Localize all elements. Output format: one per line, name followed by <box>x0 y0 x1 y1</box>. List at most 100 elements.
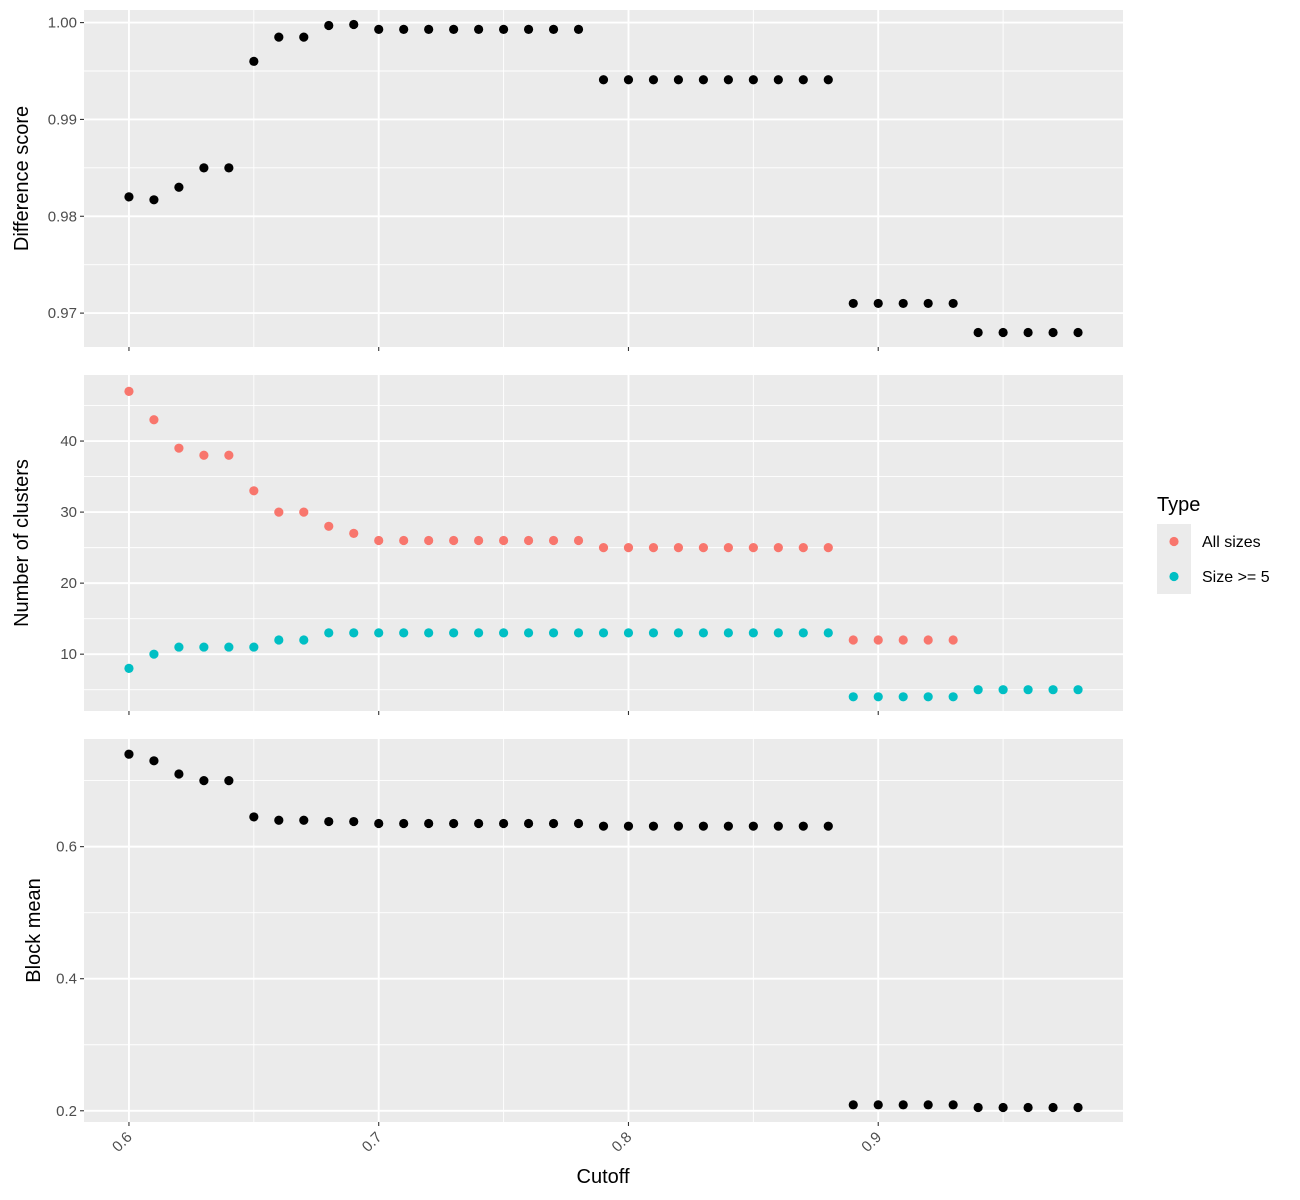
data-point <box>573 818 584 829</box>
y-tick-label: 0.97 <box>48 305 77 322</box>
y-tick-label: 20 <box>60 575 77 592</box>
legend-label: Size >= 5 <box>1202 569 1270 586</box>
data-point <box>424 535 434 546</box>
data-point <box>523 24 534 34</box>
data-point <box>299 635 309 645</box>
data-point <box>474 535 484 546</box>
data-point <box>199 163 209 173</box>
data-point <box>1073 1102 1083 1113</box>
data-point <box>449 818 459 829</box>
y-axis-title: Number of clusters <box>11 459 33 627</box>
data-point <box>299 32 309 42</box>
data-point <box>798 543 808 553</box>
y-tick-label: 0.6 <box>56 839 77 856</box>
data-point <box>548 535 559 546</box>
data-point <box>748 821 758 831</box>
data-point <box>673 543 684 553</box>
y-tick-label: 40 <box>60 433 77 450</box>
panel-background <box>84 10 1123 347</box>
data-point <box>449 24 459 34</box>
data-point <box>923 635 933 645</box>
series-2 <box>124 628 1083 702</box>
data-point <box>598 75 609 85</box>
data-point <box>948 635 958 645</box>
data-point <box>898 1100 908 1110</box>
data-point <box>274 815 284 825</box>
data-point <box>998 685 1008 695</box>
data-point <box>324 816 334 827</box>
y-axis-title: Block mean <box>23 878 45 983</box>
data-point <box>623 821 634 831</box>
data-point <box>424 818 434 829</box>
data-point <box>349 528 359 539</box>
y-tick-label: 1.00 <box>48 15 77 32</box>
legend-keys: All sizes Size >= 5 <box>1157 524 1270 594</box>
data-point <box>498 535 509 546</box>
panel-background <box>84 375 1123 711</box>
data-point <box>573 535 584 546</box>
data-point <box>249 812 259 822</box>
y-tick-label: 10 <box>60 646 77 663</box>
data-point <box>773 75 783 85</box>
data-point <box>748 628 758 638</box>
data-point <box>898 298 908 309</box>
y-tick-label: 0.2 <box>56 1103 77 1120</box>
series-1 <box>124 749 1083 1113</box>
data-point <box>224 450 234 460</box>
legend-entry: All sizes <box>1157 524 1261 559</box>
data-point <box>648 543 659 553</box>
data-point <box>598 628 609 638</box>
data-point <box>948 1100 958 1110</box>
y-tick-label: 0.99 <box>48 111 77 128</box>
data-point <box>523 818 534 829</box>
data-point <box>199 642 209 652</box>
data-point <box>823 821 833 831</box>
y-tick-label: 30 <box>60 504 77 521</box>
data-point <box>648 75 659 85</box>
data-point <box>698 628 709 638</box>
data-point <box>1048 327 1058 338</box>
data-point <box>224 163 234 173</box>
data-point <box>973 327 983 338</box>
data-point <box>149 649 159 659</box>
data-point <box>299 507 309 517</box>
data-point <box>374 628 384 638</box>
data-point <box>199 776 209 786</box>
data-point <box>798 75 808 85</box>
data-point <box>748 543 758 553</box>
legend: Type All sizes Size >= 5 <box>1157 494 1270 594</box>
data-point <box>324 521 334 531</box>
x-tick-label: 0.7 <box>359 1129 386 1156</box>
data-point <box>149 195 159 205</box>
data-point <box>349 19 359 30</box>
data-point <box>474 24 484 34</box>
data-point <box>648 821 659 831</box>
data-point <box>973 1102 983 1113</box>
data-point <box>174 182 184 192</box>
data-point <box>199 450 209 460</box>
data-point <box>673 628 684 638</box>
data-point <box>573 24 584 34</box>
data-point <box>798 628 808 638</box>
data-point <box>474 818 484 829</box>
data-point <box>124 386 134 396</box>
data-point <box>623 75 634 85</box>
data-point <box>174 642 184 652</box>
x-axis-title: Cutoff <box>577 1166 630 1188</box>
data-point <box>673 821 684 831</box>
data-point <box>698 543 709 553</box>
data-point <box>349 628 359 638</box>
data-point <box>274 507 284 517</box>
data-point <box>923 298 933 309</box>
panels: 0.97 0.98 0.99 1.00 Difference score 10 20 30 40… <box>11 10 1123 1156</box>
data-point <box>898 635 908 645</box>
data-point <box>1048 1102 1058 1113</box>
data-point <box>948 692 958 702</box>
data-point <box>773 628 783 638</box>
data-point <box>374 24 384 34</box>
panel-1: 0.97 0.98 0.99 1.00 Difference score <box>11 10 1123 351</box>
series-1 <box>124 386 958 645</box>
data-point <box>923 692 933 702</box>
data-point <box>773 821 783 831</box>
